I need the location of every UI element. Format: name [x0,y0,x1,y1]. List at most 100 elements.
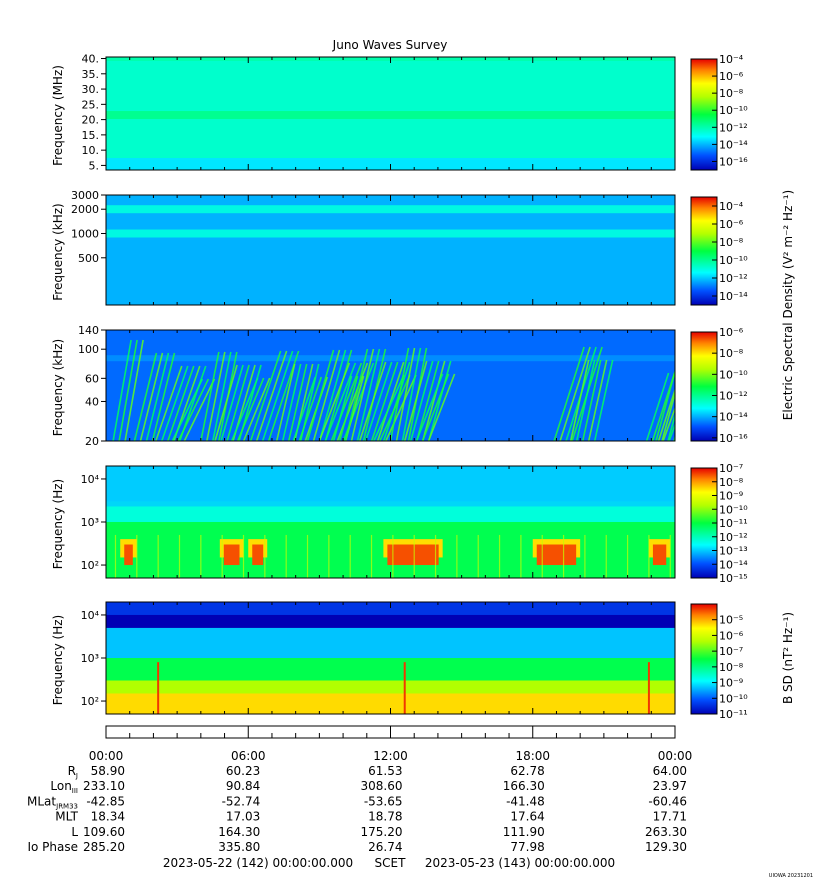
colorbar-frame [690,331,718,442]
ephemeris-row-label: MLatJRM33 [27,794,78,810]
y-tick-label: 100 [78,343,99,356]
magnetic-colorbar-label: B SD (nT² Hz⁻¹) [781,612,795,704]
radio-burst-streak [427,373,456,441]
radio-burst-streak [112,339,132,441]
colorbar-tick-label: 10⁻⁴ [719,200,744,213]
radio-burst-streak [212,351,232,441]
colorbar-tick-label: 10⁻¹² [719,121,748,134]
radio-burst-streak [662,406,675,441]
ephemeris-value: 308.60 [361,779,403,793]
colorbar-2: 10⁻⁴ 10⁻⁶ 10⁻⁸ 10⁻¹⁰ 10⁻¹² 10⁻¹⁴ [690,196,748,306]
y-tick-label: 40 [85,395,99,408]
y-tick-label: 35. [82,68,100,81]
colorbar-tick-label: 10⁻¹³ [719,545,748,558]
ephemeris-value: -41.48 [506,794,545,808]
colorbar-gradient [691,59,717,170]
colorbar-tick-label: 10⁻¹² [719,272,748,285]
radio-burst-streak [415,360,440,441]
spectrogram-panel-3: 20 40 60 100 140 Frequency (kHz) [51,324,676,448]
ephemeris-value: 77.98 [510,840,544,854]
time-ruler-ticks [105,726,676,738]
radio-burst-streak [161,365,189,441]
colorbar-tick-label: 10⁻¹⁰ [719,104,748,117]
colorbar-tick-label: 10⁻¹⁴ [719,290,748,303]
y-tick-label: 5. [89,159,100,172]
emission-band-1 [106,205,675,214]
ephemeris-value: 164.30 [218,825,260,839]
radio-burst-streak [655,368,675,441]
ephemeris-value: 17.03 [226,810,260,824]
x-tick-label: 18:00 [515,749,550,763]
colorbar-tick-label: 10⁻⁶ [719,629,744,642]
y-axis-label: Frequency (kHz) [51,203,65,300]
radio-burst-streak [581,359,602,441]
y-tick-label: 500 [78,252,99,265]
colorbar-gradient [691,197,717,305]
colorbar-tick-label: 10⁻¹¹ [719,708,748,721]
y-tick-label: 20 [85,435,99,448]
radio-burst-streak [569,359,590,441]
radio-burst-streak [200,351,220,441]
y-tick-label: 15. [82,129,100,142]
y-tick-label: 10² [81,559,99,572]
ephemeris-value: 263.30 [645,825,687,839]
radio-burst-streak [318,362,351,441]
radio-burst-streak [667,412,675,441]
radio-burst-streak [344,348,369,441]
radio-burst-streak [171,378,204,441]
colorbar-gradient [691,332,717,441]
radio-burst-streak [421,360,446,441]
colorbar-tick-label: 10⁻¹² [719,531,748,544]
y-tick-label: 10³ [81,652,99,665]
radio-burst-streak [376,361,405,441]
intense-emission-core [387,544,439,566]
colorbar-tick-label: 10⁻¹⁶ [719,432,748,445]
radio-burst-streak [298,376,323,441]
spectrogram-panel-5: 10² 10³ 10⁴ Frequency (Hz) [51,601,676,715]
colorbar-tick-label: 10⁻¹⁰ [719,368,748,381]
ephemeris-value: -53.65 [364,794,403,808]
colorbar-tick-label: 10⁻¹⁵ [719,572,748,585]
radio-burst-streak [145,352,170,441]
radio-burst-streak [403,360,428,441]
radio-burst-streak [151,352,176,441]
colorbar-frame [690,58,718,171]
ephemeris-value: 285.20 [83,840,125,854]
ephemeris-value: 61.53 [368,764,402,778]
colorbar-tick-label: 10⁻¹⁶ [719,155,748,168]
scet-label: SCET [375,856,407,870]
colorbar-tick-label: 10⁻⁶ [719,70,744,83]
spectrogram-image [106,195,675,305]
ephemeris-row-label: L [71,825,78,839]
colorbar-5: 10⁻⁵ 10⁻⁶ 10⁻⁷ 10⁻⁸ 10⁻⁹ 10⁻¹⁰ 10⁻¹¹ [690,603,748,721]
ephemeris-value: 90.84 [226,779,260,793]
radio-burst-streak [324,349,353,441]
y-tick-label: 1000 [71,228,99,241]
radio-burst-streak [312,349,341,441]
y-tick-label: 60 [85,372,99,385]
radio-burst-streak [587,359,608,441]
radio-burst-streak [124,339,144,441]
ephemeris-value: 23.97 [653,779,687,793]
radio-burst-streak [415,373,444,441]
radio-burst-streak [242,377,271,441]
y-tick-label: 10⁴ [81,473,100,486]
ephemeris-row-label: RJ [68,764,78,780]
y-tick-label: 2000 [71,203,99,216]
ephemeris-value: 109.60 [83,825,125,839]
ephemeris-row-label: Io Phase [27,840,78,854]
intense-emission-core [252,544,264,566]
radio-burst-streak [281,363,302,441]
y-axis-label: Frequency (MHz) [51,65,65,166]
radio-burst-streak [409,360,434,441]
radio-burst-streak [575,359,596,441]
intense-emission-core [124,544,133,566]
y-tick-label: 20. [82,114,100,127]
radio-burst-streak [255,350,288,441]
x-tick-label: 00:00 [658,749,693,763]
emission-band-2 [106,229,675,238]
radio-burst-streak [118,339,138,441]
colorbar-tick-label: 10⁻¹⁴ [719,411,748,424]
y-tick-label: 10³ [81,516,99,529]
radio-burst-streak [139,352,164,441]
